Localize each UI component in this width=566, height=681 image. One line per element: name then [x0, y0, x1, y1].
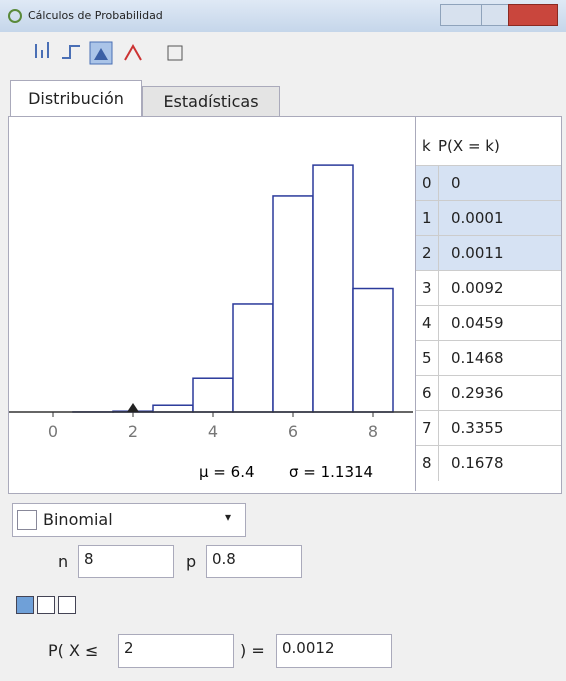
sd-label: σ = 1.1314	[289, 463, 373, 481]
mode-buttons[interactable]	[16, 596, 76, 618]
param-input[interactable]: 0.8	[206, 545, 302, 578]
dropdown-arrow: ▾	[225, 510, 232, 524]
x-tick-label: 4	[208, 422, 218, 441]
tab[interactable]: Estadísticas	[142, 86, 280, 118]
window-title: Cálculos de Probabilidad	[28, 9, 163, 22]
k-cell: 3	[422, 279, 432, 297]
result-output: 0.0012	[276, 634, 392, 668]
table-header: P(X = k)	[438, 137, 500, 155]
close-button[interactable]	[508, 4, 558, 26]
histogram: 0 2 4 6 8 μ = 6.4 σ = 1.1314	[9, 164, 413, 481]
k-cell: 1	[422, 209, 432, 227]
k-cell: 0	[422, 174, 432, 192]
bar	[192, 377, 234, 413]
bar	[312, 164, 354, 413]
x-tick-label: 8	[368, 422, 378, 441]
table-header: k	[422, 137, 431, 155]
param-name: p	[186, 552, 197, 571]
param-name: n	[58, 552, 69, 571]
bar	[352, 287, 394, 413]
tab-active[interactable]: Distribución	[10, 80, 142, 117]
prob-cell: 0.1678	[438, 446, 504, 481]
table-row: 5 0.1468	[416, 340, 561, 376]
result-suffix: ) =	[240, 641, 265, 660]
table-row: 1 0.0001	[416, 200, 561, 236]
k-cell: 4	[422, 314, 432, 332]
table-row: 3 0.0092	[416, 270, 561, 306]
distribution-name: Binomial	[43, 510, 113, 529]
x-tick-label: 2	[128, 422, 138, 441]
prob-cell: 0.0459	[438, 306, 504, 341]
k-cell: 7	[422, 419, 432, 437]
prob-cell: 0	[438, 166, 461, 201]
bar	[232, 303, 274, 413]
prob-cell: 0.1468	[438, 341, 504, 376]
toolbar	[35, 41, 183, 65]
table-row: 6 0.2936	[416, 375, 561, 411]
param-input[interactable]: 8	[78, 545, 174, 578]
distribution-icon	[17, 510, 37, 530]
table-row: 4 0.0459	[416, 305, 561, 341]
x-tick-label: 0	[48, 422, 58, 441]
toolbar-icons[interactable]	[35, 41, 183, 65]
table-row: 2 0.0011	[416, 235, 561, 271]
k-cell: 2	[422, 244, 432, 262]
k-cell: 6	[422, 384, 432, 402]
prob-cell: 0.0001	[438, 201, 504, 236]
minimize-button[interactable]	[440, 4, 482, 26]
table-row: 7 0.3355	[416, 410, 561, 446]
probability-table: k P(X = k) 0 0 1 0.0001 2 0.0011 3 0.0092 4 0.0459 5…	[415, 117, 561, 491]
x-tick-label: 6	[288, 422, 298, 441]
prob-cell: 0.0011	[438, 236, 504, 271]
maximize-button[interactable]	[481, 4, 509, 26]
k-cell: 5	[422, 349, 432, 367]
app-icon	[8, 9, 22, 23]
bound-marker	[127, 403, 139, 412]
bar	[152, 404, 194, 413]
k-cell: 8	[422, 454, 432, 472]
result-prefix: P( X ≤	[48, 641, 99, 660]
distribution-dropdown[interactable]: Binomial ▾	[12, 503, 246, 537]
prob-cell: 0.0092	[438, 271, 504, 306]
prob-cell: 0.2936	[438, 376, 504, 411]
prob-cell: 0.3355	[438, 411, 504, 446]
bar	[272, 195, 314, 413]
bound-input[interactable]: 2	[118, 634, 234, 668]
table-row: 8 0.1678	[416, 445, 561, 481]
mean-label: μ = 6.4	[199, 463, 255, 481]
